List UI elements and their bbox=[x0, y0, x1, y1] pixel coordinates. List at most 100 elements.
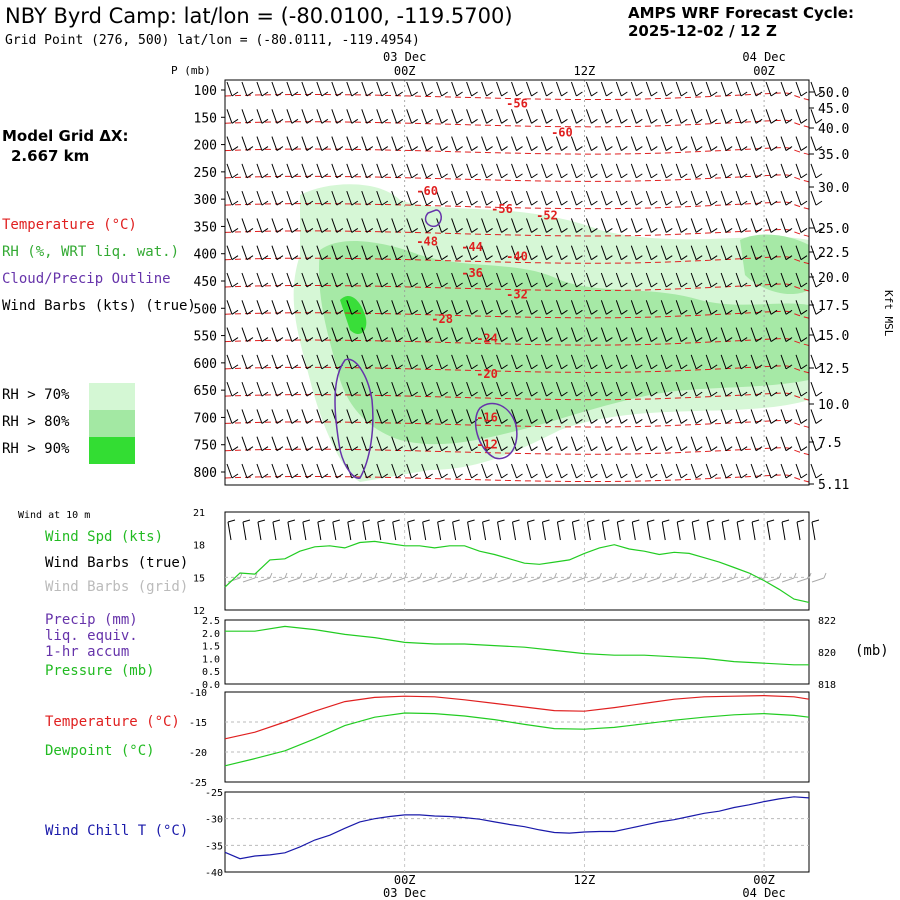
page-title: NBY Byrd Camp: lat/lon = (-80.0100, -119… bbox=[5, 4, 513, 28]
wind-barb bbox=[720, 218, 733, 233]
wind-barb bbox=[391, 163, 403, 179]
wind-barb-grid bbox=[377, 572, 393, 583]
wind-barb bbox=[750, 381, 763, 397]
wind-barb bbox=[570, 245, 583, 261]
wind-barb bbox=[346, 409, 359, 424]
wind-barb bbox=[286, 163, 299, 179]
wind-barb bbox=[346, 163, 359, 179]
wind-barb bbox=[750, 463, 763, 479]
wind-barb bbox=[555, 327, 568, 342]
wind-barb bbox=[286, 381, 299, 397]
precip-label: Precip (mm) bbox=[45, 612, 138, 628]
height-tick-label: 45.0 bbox=[818, 102, 849, 117]
wind-barb bbox=[241, 436, 254, 452]
wind-barb bbox=[301, 81, 314, 97]
wind-barb-grid bbox=[527, 572, 542, 583]
wind-barb bbox=[466, 463, 478, 479]
wind-barb-true bbox=[347, 519, 355, 541]
wind-barb-true bbox=[751, 519, 760, 541]
wind-barb bbox=[555, 136, 568, 151]
wind-barb bbox=[645, 272, 658, 288]
wind-barb-grid bbox=[482, 572, 498, 583]
wind-barb bbox=[585, 190, 598, 206]
wind-barb bbox=[256, 272, 269, 288]
grid-point-subtitle: Grid Point (276, 500) lat/lon = (-80.011… bbox=[5, 33, 420, 48]
wind-barb bbox=[241, 409, 254, 424]
top-date-label: 03 Dec bbox=[383, 50, 426, 64]
wind-barb bbox=[241, 109, 254, 124]
pressure-tick-label: 700 bbox=[194, 411, 217, 426]
wind-barb-true bbox=[287, 519, 296, 541]
wind-barb bbox=[555, 163, 568, 179]
windchill-tick-label: -25 bbox=[205, 788, 223, 799]
wind-barb bbox=[705, 245, 718, 261]
wind-barb bbox=[540, 163, 553, 179]
temperature-contour-label: -60 bbox=[416, 184, 438, 198]
cloud-outline-center bbox=[474, 402, 518, 460]
wind-barb bbox=[271, 327, 284, 342]
wind-barb bbox=[720, 190, 733, 206]
wind-barb bbox=[570, 272, 583, 288]
wind-barb-grid bbox=[677, 572, 692, 583]
wind-barb bbox=[600, 272, 613, 288]
wind-barb bbox=[735, 218, 748, 233]
wind-barb bbox=[765, 136, 778, 151]
temperature-contour-line bbox=[224, 174, 810, 183]
wind-barb bbox=[451, 436, 463, 452]
pressure-tick-label: 800 bbox=[194, 466, 217, 481]
wind-barb bbox=[406, 436, 418, 452]
wind-barb bbox=[226, 190, 239, 206]
wind-barb bbox=[481, 463, 493, 479]
wind-barb bbox=[421, 218, 433, 233]
wind-barb bbox=[570, 190, 583, 206]
wind-barb bbox=[735, 300, 748, 315]
pressure-line bbox=[225, 625, 809, 666]
wind-barb bbox=[765, 327, 778, 342]
temperature-tick-label: -25 bbox=[189, 778, 207, 789]
wind-barb bbox=[765, 245, 778, 261]
wind-barb bbox=[406, 218, 418, 233]
wind-barb bbox=[705, 81, 718, 97]
precip-tick-label: 1.5 bbox=[202, 642, 220, 653]
wind-barb bbox=[526, 300, 538, 315]
wind-barb bbox=[600, 463, 613, 479]
wind-barb bbox=[750, 436, 763, 452]
wind-barb bbox=[705, 136, 718, 151]
legend-temperature: Temperature (°C) bbox=[2, 217, 137, 233]
wind-barb bbox=[301, 272, 314, 288]
wind-barb bbox=[555, 463, 568, 479]
wind-barb bbox=[675, 354, 688, 370]
wind-barb bbox=[316, 381, 329, 397]
wind-barb bbox=[376, 190, 389, 206]
wind-barb bbox=[346, 354, 359, 370]
wind-barb bbox=[226, 300, 239, 315]
wind-barb bbox=[466, 109, 478, 124]
wind-barb-grid bbox=[632, 572, 647, 583]
wind-barb bbox=[391, 327, 403, 342]
wind-barb bbox=[346, 300, 359, 315]
wind-barb bbox=[690, 136, 703, 151]
wind-barb bbox=[630, 409, 643, 424]
wind-barb bbox=[795, 109, 808, 124]
wind-barb bbox=[481, 109, 493, 124]
temperature-contour-line bbox=[224, 392, 810, 401]
wind-barb-grid bbox=[557, 572, 572, 583]
wind-barb-true bbox=[272, 519, 281, 541]
wind-barb bbox=[421, 300, 433, 315]
temperature-tick-label: -20 bbox=[189, 748, 207, 759]
wind-barb bbox=[466, 81, 478, 97]
wind-barb bbox=[331, 190, 344, 206]
wind-barb bbox=[256, 381, 269, 397]
wind-barb bbox=[301, 163, 314, 179]
wind-barb bbox=[660, 354, 673, 370]
temperature-contour-label: -12 bbox=[476, 438, 498, 452]
wind-barb bbox=[720, 381, 733, 397]
wind-barb bbox=[361, 190, 374, 206]
wind-tick-label: 18 bbox=[193, 541, 205, 552]
wind-barb-grid bbox=[781, 572, 797, 583]
wind-barb bbox=[466, 409, 478, 424]
bottom-hour-label: 12Z bbox=[574, 873, 596, 887]
temperature-contour-label: -56 bbox=[491, 202, 513, 216]
wind-barb-grid bbox=[497, 572, 513, 583]
wind-barb bbox=[780, 463, 793, 479]
